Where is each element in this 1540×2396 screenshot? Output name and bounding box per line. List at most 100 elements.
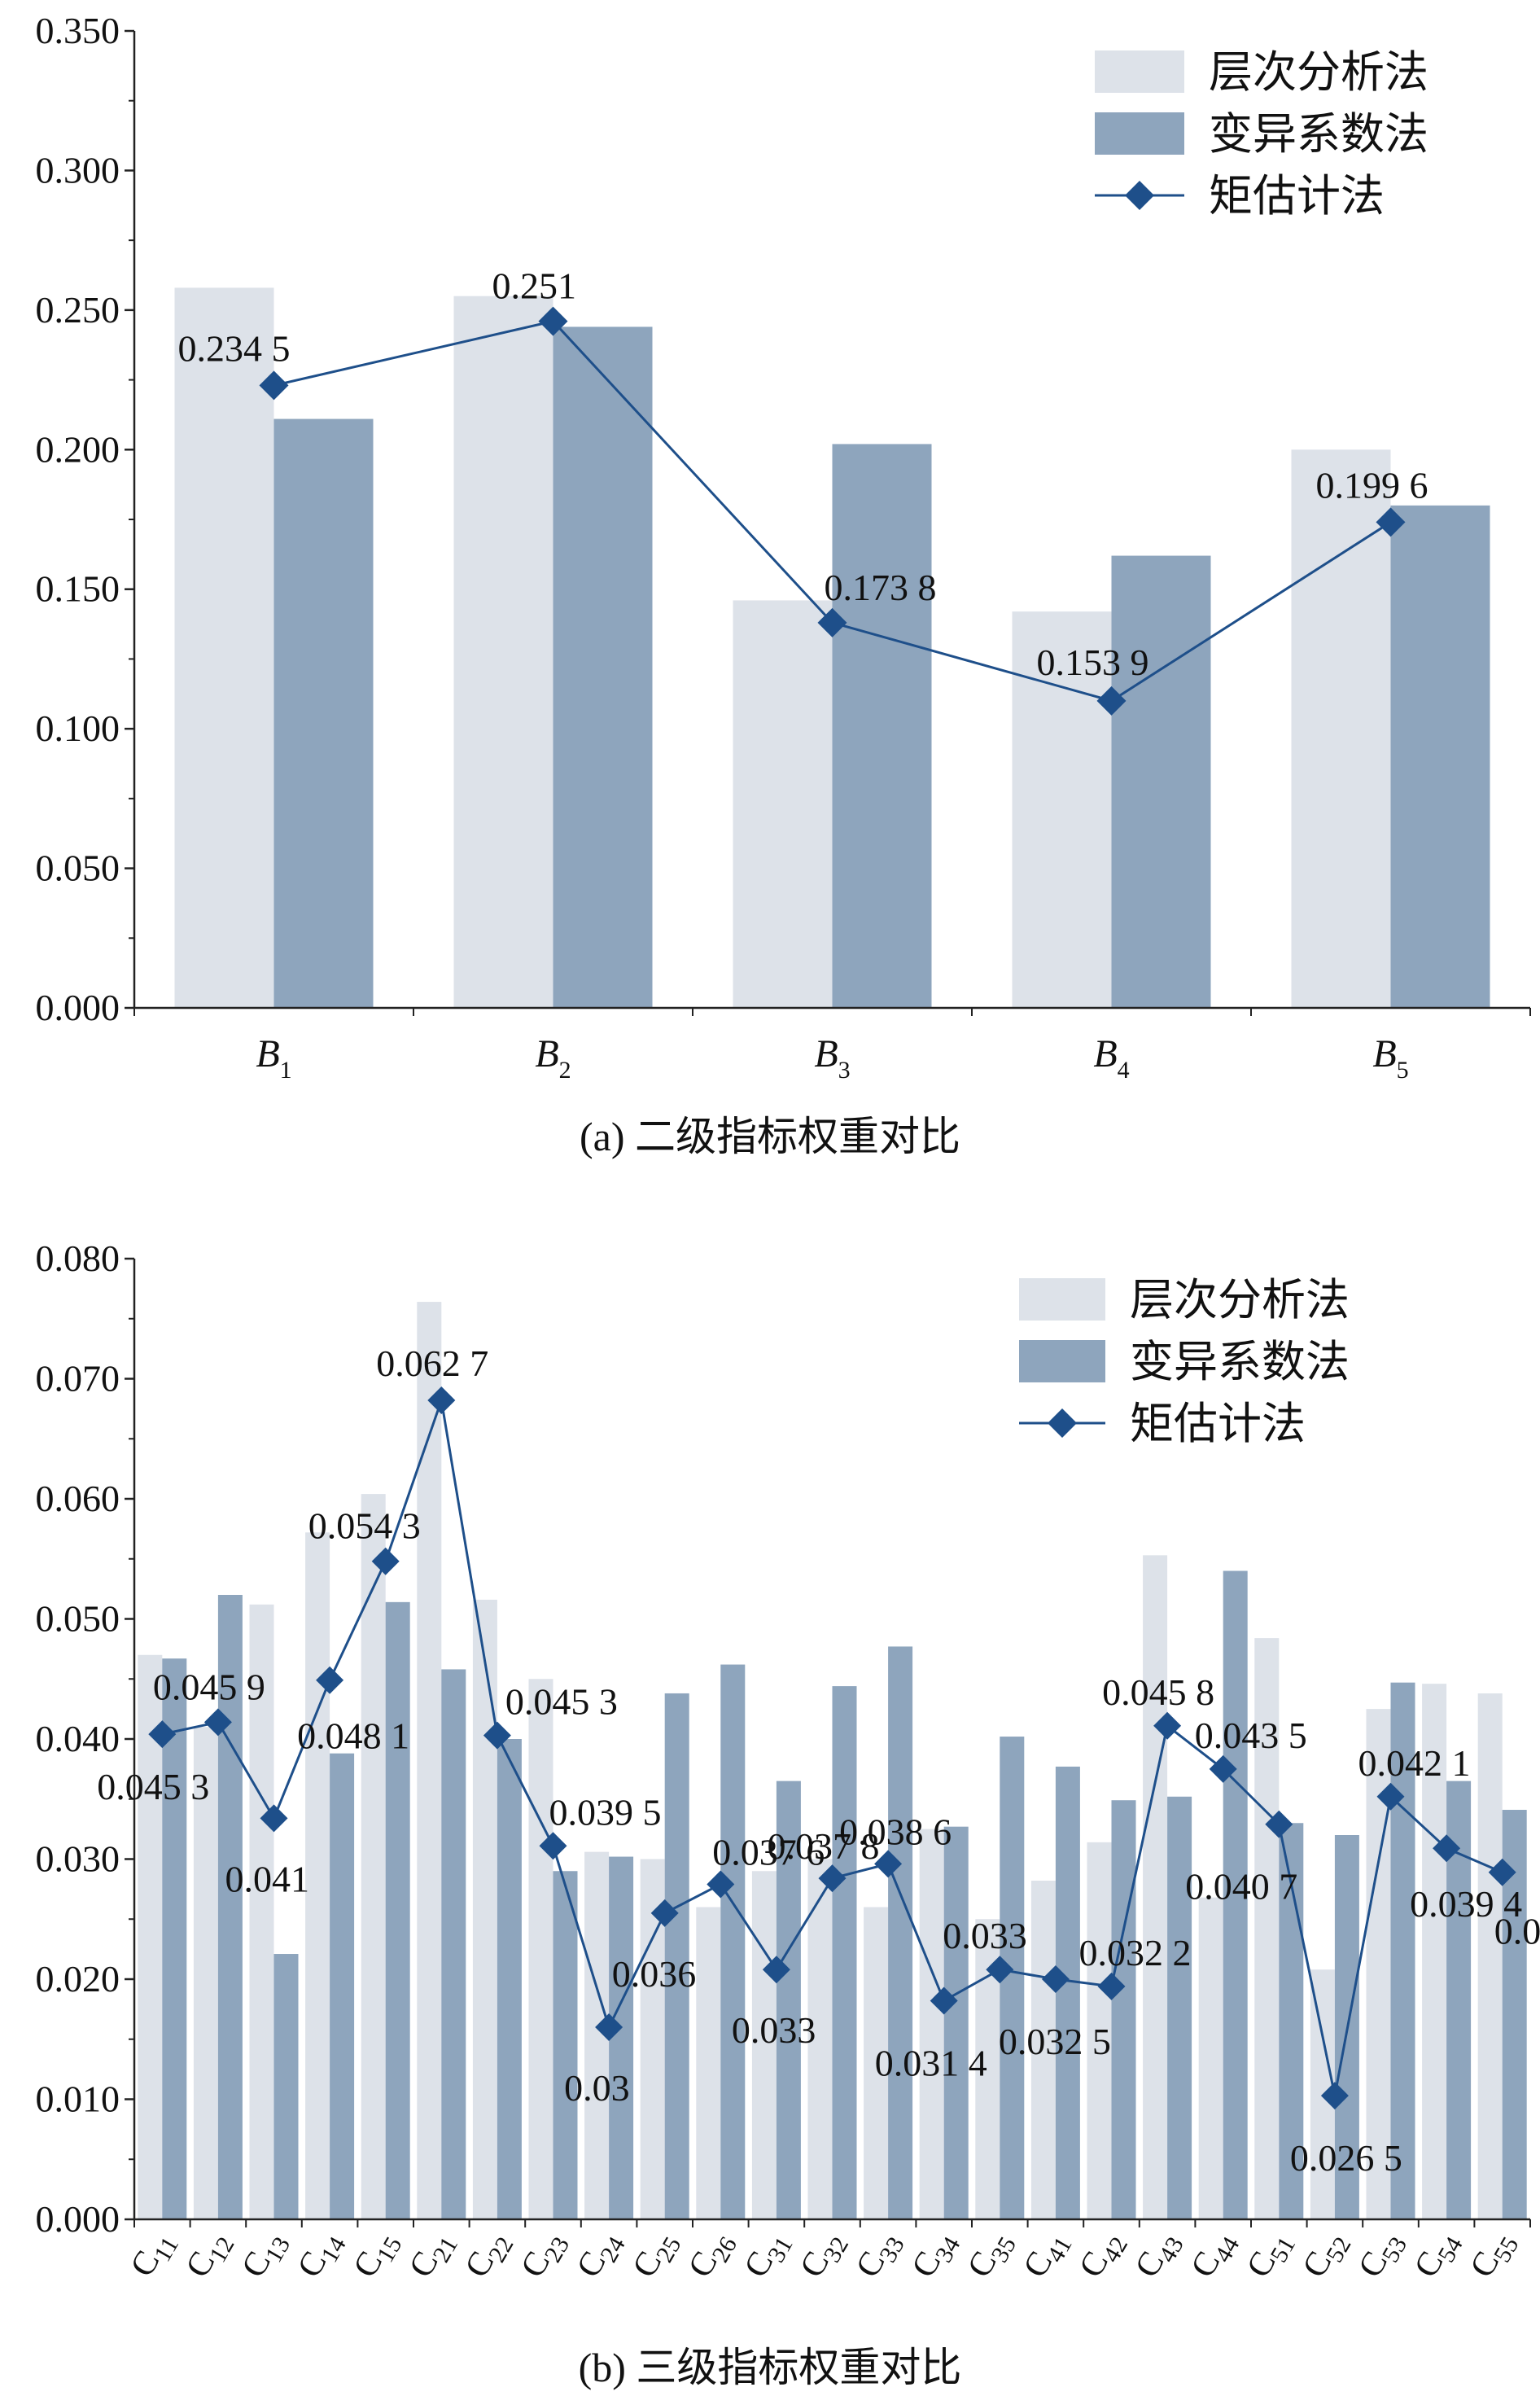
y-tick-label: 0.000 — [36, 987, 120, 1028]
moment-marker-4 — [316, 1666, 344, 1694]
moment-marker-4 — [1096, 686, 1127, 716]
moment-data-label: 0.037 6 — [712, 1831, 825, 1873]
y-tick-label: 0.040 — [36, 1718, 120, 1759]
moment-marker-5 — [1376, 507, 1406, 537]
legend-swatch-moment-marker — [1048, 1408, 1077, 1438]
ahp-bar-4 — [305, 1532, 330, 2219]
cv-bar-10 — [664, 1693, 689, 2219]
chart-caption: (b) 三级指标权重对比 — [579, 2345, 962, 2390]
cv-bar-11 — [720, 1664, 746, 2219]
moment-marker-2 — [203, 1708, 232, 1737]
x-category-label: C31 — [737, 2224, 798, 2287]
ahp-bar-5 — [1291, 449, 1391, 1008]
moment-marker-21 — [1265, 1810, 1293, 1838]
moment-data-label: 0.054 3 — [308, 1505, 421, 1547]
moment-marker-12 — [762, 1956, 790, 1984]
cv-bar-18 — [1111, 1800, 1136, 2219]
legend-label: 矩估计法 — [1130, 1398, 1306, 1449]
moment-marker-19 — [1153, 1711, 1182, 1740]
moment-data-label: 0.03 — [564, 2067, 630, 2109]
moment-marker-16 — [986, 1956, 1014, 1984]
legend-swatch-cv — [1095, 112, 1184, 155]
moment-data-label: 0.039 4 — [1410, 1883, 1522, 1925]
y-tick-label: 0.300 — [36, 149, 120, 191]
cv-bar-4 — [330, 1753, 355, 2219]
moment-data-label: 0.045 3 — [97, 1766, 209, 1807]
x-category-label: C24 — [570, 2224, 631, 2287]
cv-bar-13 — [832, 1686, 857, 2219]
x-category-label: C25 — [626, 2224, 687, 2287]
ahp-bar-25 — [1477, 1693, 1503, 2219]
ahp-bar-14 — [864, 1907, 889, 2219]
y-tick-label: 0.020 — [36, 1958, 120, 2000]
x-category-label: C33 — [849, 2224, 910, 2287]
moment-marker-9 — [595, 2013, 623, 2041]
cv-bar-12 — [776, 1781, 801, 2219]
moment-marker-14 — [874, 1850, 903, 1878]
cv-bar-2 — [553, 326, 653, 1008]
moment-data-label: 0.045 3 — [505, 1681, 618, 1723]
moment-data-label: 0.038 6 — [839, 1811, 952, 1852]
moment-data-label: 0.038 1 — [1494, 1911, 1540, 1952]
moment-data-label: 0.041 — [225, 1858, 310, 1899]
moment-data-label: 0.042 1 — [1358, 1742, 1471, 1784]
x-category-label: B3 — [814, 1032, 850, 1084]
y-tick-label: 0.100 — [36, 707, 120, 749]
cv-bar-19 — [1167, 1796, 1192, 2219]
moment-data-label: 0.045 8 — [1102, 1671, 1214, 1713]
cv-bar-6 — [441, 1669, 466, 2219]
ahp-bar-15 — [919, 1829, 944, 2219]
moment-data-label: 0.039 5 — [549, 1791, 662, 1833]
moment-marker-3 — [260, 1804, 288, 1833]
y-tick-label: 0.150 — [36, 568, 120, 610]
moment-data-label: 0.234 5 — [178, 327, 291, 369]
cv-bar-3 — [273, 1954, 299, 2219]
x-category-label: C41 — [1017, 2224, 1078, 2287]
cv-bar-15 — [943, 1826, 969, 2219]
x-category-label: B5 — [1372, 1032, 1408, 1084]
moment-data-label: 0.031 4 — [875, 2043, 987, 2084]
x-category-label: C35 — [960, 2224, 1022, 2287]
x-category-label: C52 — [1296, 2224, 1357, 2287]
moment-marker-13 — [818, 1864, 847, 1893]
legend-swatch-ahp — [1019, 1278, 1105, 1321]
moment-marker-7 — [483, 1721, 511, 1750]
moment-marker-24 — [1433, 1834, 1461, 1863]
moment-data-label: 0.048 1 — [297, 1715, 409, 1757]
chart-panel-b: 0.000 0.010 0.020 0.030 0.040 0.050 0.060 0.070… — [36, 1237, 1540, 2390]
x-category-label: C13 — [234, 2224, 295, 2287]
legend-label: 层次分析法 — [1130, 1274, 1350, 1325]
moment-data-label: 0.032 2 — [1079, 1932, 1192, 1973]
moment-data-label: 0.037 8 — [768, 1825, 880, 1867]
moment-marker-15 — [930, 1986, 958, 2015]
x-category-label: C53 — [1351, 2224, 1412, 2287]
cv-bar-14 — [888, 1646, 913, 2219]
moment-data-label: 0.251 — [492, 265, 577, 307]
moment-data-label: 0.043 5 — [1195, 1715, 1307, 1756]
legend-label: 矩估计法 — [1209, 170, 1385, 221]
legend-swatch-ahp — [1095, 50, 1184, 93]
moment-marker-18 — [1097, 1972, 1126, 2000]
x-category-label: C42 — [1072, 2224, 1133, 2287]
y-tick-label: 0.080 — [36, 1237, 120, 1279]
moment-marker-10 — [650, 1899, 679, 1927]
ahp-bar-18 — [1087, 1842, 1112, 2219]
moment-data-label: 0.062 7 — [376, 1343, 488, 1384]
ahp-bar-2 — [193, 1727, 218, 2219]
moment-data-label: 0.199 6 — [1316, 464, 1428, 506]
legend-swatch-cv — [1019, 1340, 1105, 1382]
moment-marker-5 — [371, 1547, 400, 1575]
y-tick-label: 0.050 — [36, 1598, 120, 1640]
x-category-label: C23 — [514, 2224, 575, 2287]
moment-data-label: 0.026 5 — [1290, 2137, 1402, 2179]
moment-data-label: 0.033 — [732, 2009, 816, 2051]
x-category-label: C11 — [124, 2224, 184, 2286]
ahp-bar-11 — [696, 1907, 721, 2219]
x-category-label: C51 — [1240, 2224, 1301, 2287]
y-tick-label: 0.000 — [36, 2198, 120, 2240]
x-category-label: C12 — [179, 2224, 240, 2287]
legend-label: 变异系数法 — [1130, 1336, 1350, 1387]
